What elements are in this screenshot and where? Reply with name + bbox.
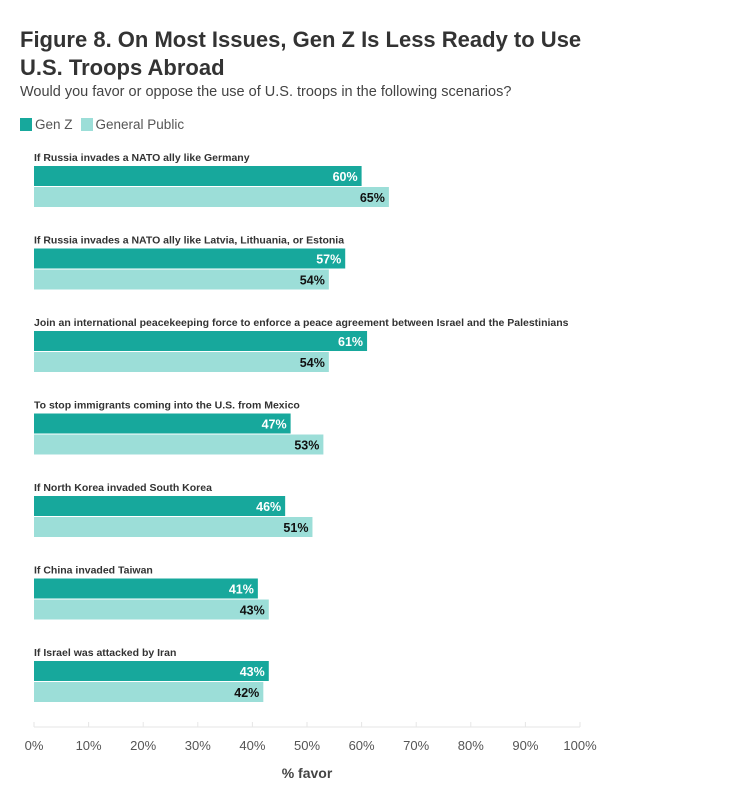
bar-gen-z	[34, 578, 258, 599]
chart-title: Figure 8. On Most Issues, Gen Z Is Less …	[20, 27, 582, 80]
legend-label: Gen Z	[35, 117, 73, 132]
bar-gen-z	[34, 661, 269, 681]
x-tick-label: 0%	[25, 738, 44, 753]
x-tick-label: 50%	[294, 738, 320, 753]
legend-swatch-general-public	[80, 118, 93, 131]
data-label: 43%	[240, 665, 265, 679]
data-label: 53%	[294, 439, 319, 453]
category-label: If Russia invades a NATO ally like Germa…	[34, 152, 250, 164]
data-label: 41%	[229, 583, 254, 597]
bar-general-public	[34, 434, 324, 455]
x-tick-label: 30%	[185, 738, 211, 753]
legend-swatch-gen-z	[20, 118, 32, 131]
bar-general-public	[34, 352, 329, 372]
bar-gen-z	[34, 496, 286, 516]
data-label: 54%	[300, 274, 325, 288]
x-tick-label: 20%	[130, 738, 156, 753]
category-label: If Russia invades a NATO ally like Latvi…	[34, 235, 344, 247]
bar-gen-z	[34, 166, 362, 186]
data-label: 42%	[234, 686, 259, 700]
data-label: 65%	[360, 191, 385, 205]
x-tick-label: 40%	[239, 738, 265, 753]
category-label: If North Korea invaded South Korea	[34, 482, 212, 494]
x-tick-label: 100%	[563, 738, 597, 753]
x-tick-label: 10%	[76, 738, 102, 753]
legend: Gen Z General Public	[20, 117, 192, 132]
bar-general-public	[34, 269, 329, 290]
data-label: 60%	[333, 170, 358, 184]
bar-gen-z	[34, 248, 346, 269]
x-tick-label: 70%	[403, 738, 429, 753]
data-label: 47%	[262, 418, 287, 432]
x-tick-label: 90%	[512, 738, 538, 753]
legend-item-general-public: General Public	[80, 117, 185, 132]
legend-label: General Public	[95, 117, 185, 132]
legend-item-gen-z: Gen Z	[20, 117, 73, 132]
data-label: 61%	[338, 335, 363, 349]
bar-general-public	[34, 187, 389, 207]
bar-general-public	[34, 599, 269, 620]
data-label: 43%	[240, 604, 265, 618]
data-label: 46%	[256, 500, 281, 514]
data-label: 51%	[283, 521, 308, 535]
bar-general-public	[34, 517, 313, 537]
category-label: To stop immigrants coming into the U.S. …	[34, 400, 300, 412]
data-label: 57%	[316, 253, 341, 267]
x-axis-label: % favor	[282, 765, 333, 781]
bar-gen-z	[34, 331, 368, 351]
chart-subtitle: Would you favor or oppose the use of U.S…	[20, 84, 512, 100]
category-label: Join an international peacekeeping force…	[34, 317, 569, 329]
bar-general-public	[34, 682, 264, 702]
category-label: If Israel was attacked by Iran	[34, 647, 176, 659]
x-tick-label: 80%	[458, 738, 484, 753]
data-label: 54%	[300, 356, 325, 370]
x-tick-label: 60%	[349, 738, 375, 753]
bar-gen-z	[34, 413, 291, 434]
category-label: If China invaded Taiwan	[34, 565, 153, 577]
